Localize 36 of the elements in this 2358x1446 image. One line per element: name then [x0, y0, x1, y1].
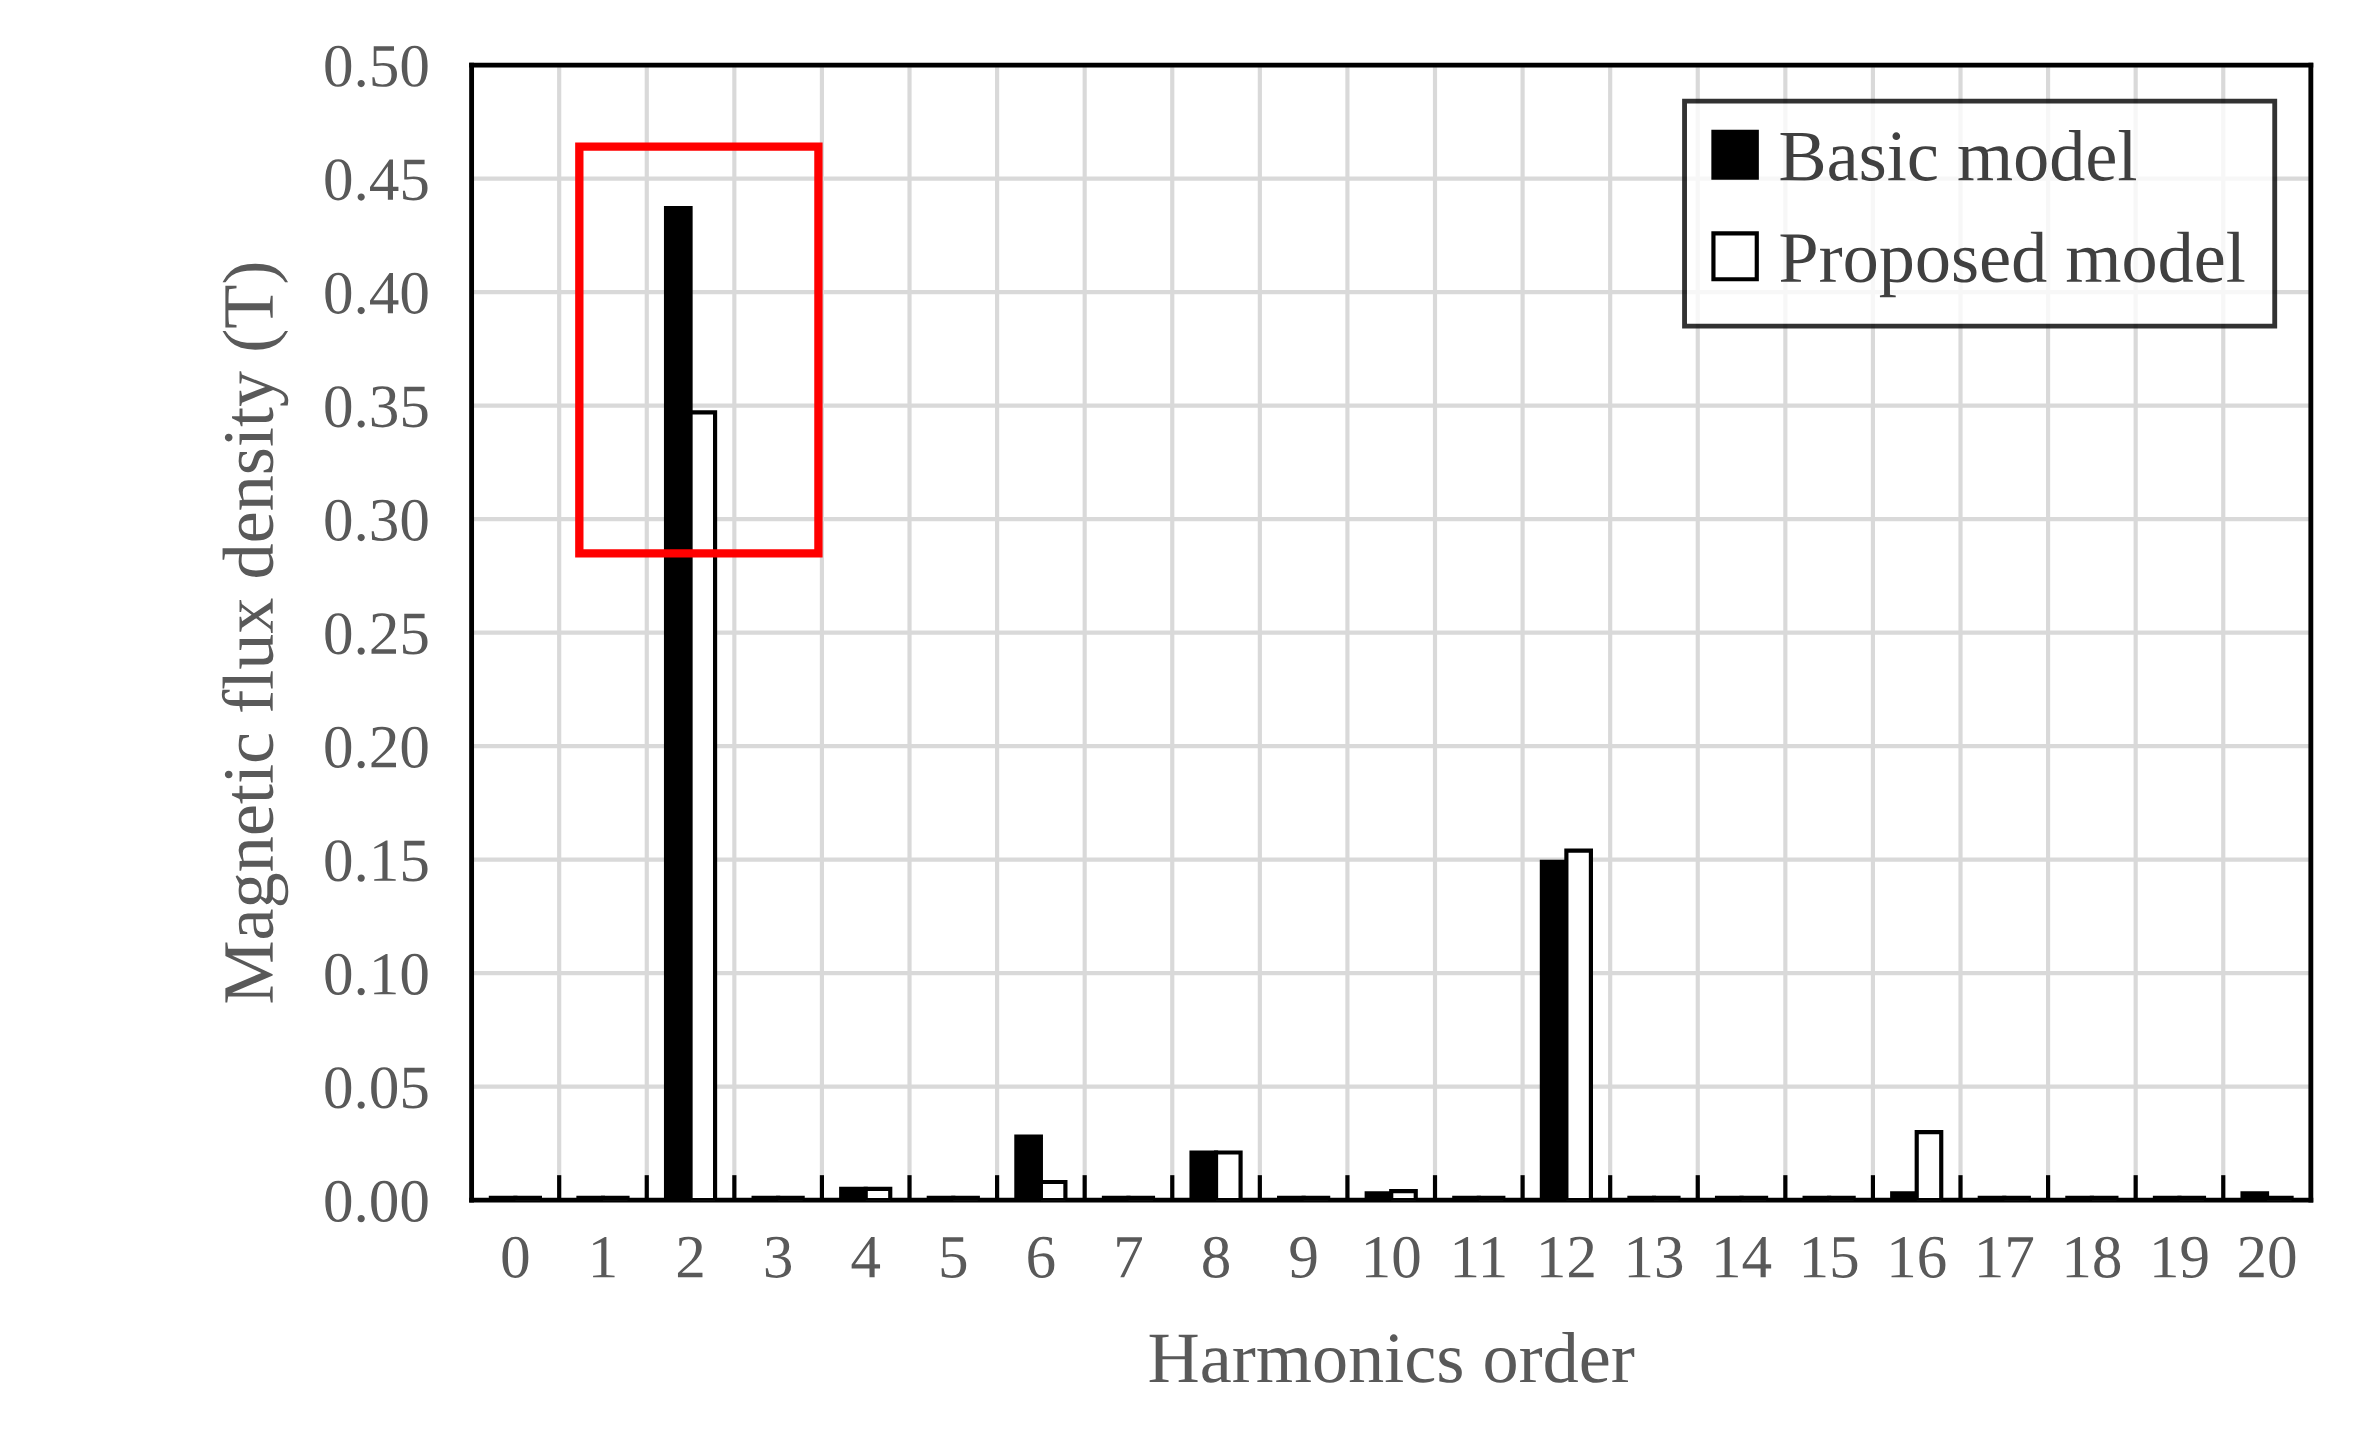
x-tick-label: 2	[677, 1236, 703, 1278]
x-tick-label: 12	[1541, 1236, 1594, 1278]
y-tick-label: 0.40	[325, 272, 428, 315]
x-tick-label: 17	[1979, 1236, 2034, 1278]
x-tick-label: 10	[1366, 1236, 1420, 1278]
x-tick-label: 0	[502, 1236, 529, 1278]
y-tick-label: 0.30	[325, 499, 428, 542]
legend-label: Basic model	[1780, 130, 2137, 181]
x-tick-label: 18	[2066, 1236, 2121, 1278]
y-tick-label: 0.20	[325, 726, 428, 769]
x-tick-label: 20	[2239, 1236, 2296, 1278]
x-tick-label: 19	[2154, 1236, 2208, 1278]
legend-label: Proposed model	[1780, 231, 2245, 298]
y-tick-label: 0.05	[325, 1067, 428, 1109]
x-tick-label: 9	[1290, 1236, 1317, 1278]
y-tick-label: 0.15	[325, 840, 428, 882]
x-tick-label: 16	[1891, 1236, 1946, 1278]
x-tick-label: 4	[851, 1237, 881, 1278]
x-tick-label: 8	[1203, 1236, 1229, 1278]
y-tick-label: 0.00	[325, 1180, 428, 1223]
x-tick-label: 1	[593, 1236, 615, 1278]
y-tick-label: 0.45	[325, 159, 428, 201]
x-tick-label: 14	[1716, 1236, 1772, 1278]
y-axis-title: Magnetic flux density (T)	[221, 263, 289, 1003]
x-tick-label: 7	[1117, 1237, 1142, 1278]
y-tick-label: 0.50	[325, 45, 428, 88]
x-tick-label: 5	[941, 1237, 967, 1278]
y-tick-label: 0.35	[325, 386, 428, 428]
y-tick-label: 0.25	[325, 613, 428, 655]
x-tick-label: 11	[1454, 1236, 1505, 1278]
x-tick-label: 3	[765, 1236, 792, 1278]
y-tick-label: 0.10	[325, 953, 428, 996]
x-tick-label: 13	[1628, 1236, 1683, 1278]
x-tick-label: 6	[1028, 1236, 1055, 1278]
x-tick-label: 15	[1803, 1236, 1858, 1278]
x-axis-title: Harmonics order	[1149, 1331, 1635, 1383]
